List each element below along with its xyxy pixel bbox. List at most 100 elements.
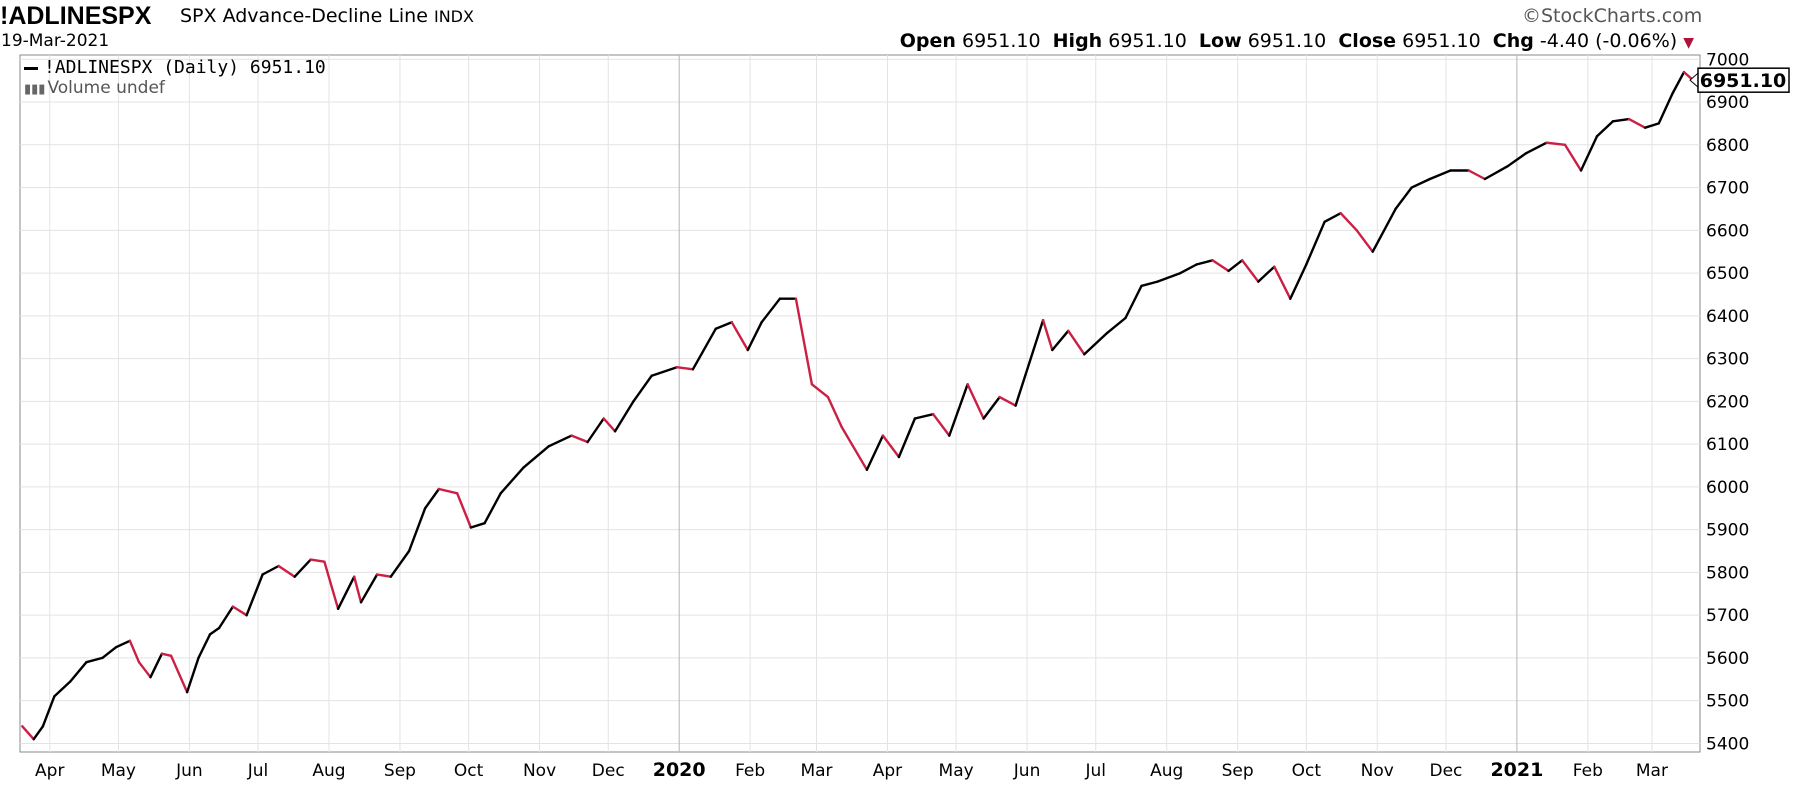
series-segment [1545,141,1567,147]
series-segment [1563,143,1583,172]
x-tick-label: 2020 [653,759,706,781]
series-segment [691,327,717,371]
series-segment [1355,229,1374,253]
series-segment [1611,117,1631,123]
series-segment [913,413,935,420]
last-value-box [1697,67,1790,93]
x-tick-label: Aug [1150,761,1183,781]
series-segment [714,321,733,330]
series-segment [1671,70,1686,95]
series-segment [1627,117,1647,129]
legend-volume-label: Volume undef [47,78,165,98]
y-tick-label: 5500 [1706,692,1749,712]
high-value: 6951.10 [1108,30,1187,52]
open-label: Open [899,30,956,52]
volume-bars-icon: ▮▮▮ [24,82,46,97]
series-segment [114,639,132,649]
legend-volume: ▮▮▮ Volume undef [24,78,326,100]
series-segment [1428,169,1452,181]
series-segment [231,605,248,617]
x-tick-label: Feb [1573,761,1603,781]
series-segment [760,297,782,324]
series-segment [865,434,885,471]
series-segment [32,725,45,741]
series-segment [602,417,617,433]
close-value: 6951.10 [1402,30,1481,52]
series-segment [570,434,589,444]
x-tick-label: Dec [592,761,625,781]
series-segment [1323,211,1342,224]
series-segment [1524,141,1548,155]
x-tick-label: Sep [384,761,416,781]
series-segment [810,383,830,399]
series-segment [423,487,441,510]
series-segment [197,633,212,660]
series-segment [277,564,296,578]
series-segment [1289,263,1308,300]
series-segment [1643,122,1661,129]
series-segment [932,413,951,437]
y-tick-label: 6700 [1706,179,1749,199]
series-segment [746,321,763,352]
series-segment [1410,177,1432,189]
y-tick-label: 6300 [1706,350,1749,370]
series-segment [998,395,1017,407]
y-tick-label: 6800 [1706,136,1749,156]
x-tick-label: Oct [454,761,484,781]
series-segment [1014,318,1045,407]
y-tick-label: 6900 [1706,93,1749,113]
series-segment [217,605,235,630]
series-segment [375,573,392,578]
series-segment [389,549,411,578]
x-tick-label: Mar [1636,761,1668,781]
series-segment [881,434,901,459]
series-segment [483,492,502,525]
y-tick-label: 5800 [1706,563,1749,583]
series-segment [1579,134,1599,172]
series-segment [437,487,459,495]
copyright-label[interactable]: ©StockCharts.com [1522,5,1703,27]
series-segment [336,575,356,610]
x-tick-label: Nov [523,761,556,781]
series-segment [309,558,326,563]
series-segment [85,656,104,664]
series-segment [522,445,550,469]
legend-series-label: !ADLINESPX (Daily) 6951.10 [44,57,326,78]
series-segment [469,522,486,529]
series-segment [675,366,695,371]
x-tick-label: Apr [873,761,902,781]
series-segment [1179,263,1198,275]
series-segment [53,680,72,698]
series-segment [1257,265,1276,283]
series-segment [1394,186,1413,211]
series-segment [149,652,164,679]
description-text: SPX Advance-Decline Line [180,5,428,27]
x-tick-label: Nov [1361,761,1394,781]
series-segment [1339,211,1358,232]
line-swatch-icon [24,66,38,70]
series-segment [169,654,189,694]
series-segment [293,558,312,578]
series-segment [1156,271,1182,283]
series-segment [101,646,118,660]
series-segment [1467,169,1487,181]
series-segment [41,695,56,728]
x-tick-label: May [939,761,974,781]
chg-value: -4.40 (-0.06%) [1539,30,1678,52]
x-tick-label: Aug [312,761,345,781]
series-segment [499,466,525,495]
series-segment [245,573,264,617]
series-segment [128,639,141,664]
series-segment [185,656,200,694]
open-value: 6951.10 [961,30,1041,52]
series-segment [359,573,379,604]
series-segment [982,395,1001,420]
series-segment [1240,259,1260,283]
y-tick-label: 6600 [1706,221,1749,241]
high-label: High [1052,30,1103,52]
series-segment [632,374,653,403]
y-tick-label: 5600 [1706,649,1749,669]
series-segment [261,564,280,576]
x-tick-label: Mar [800,761,832,781]
exchange-label: INDX [433,7,474,26]
